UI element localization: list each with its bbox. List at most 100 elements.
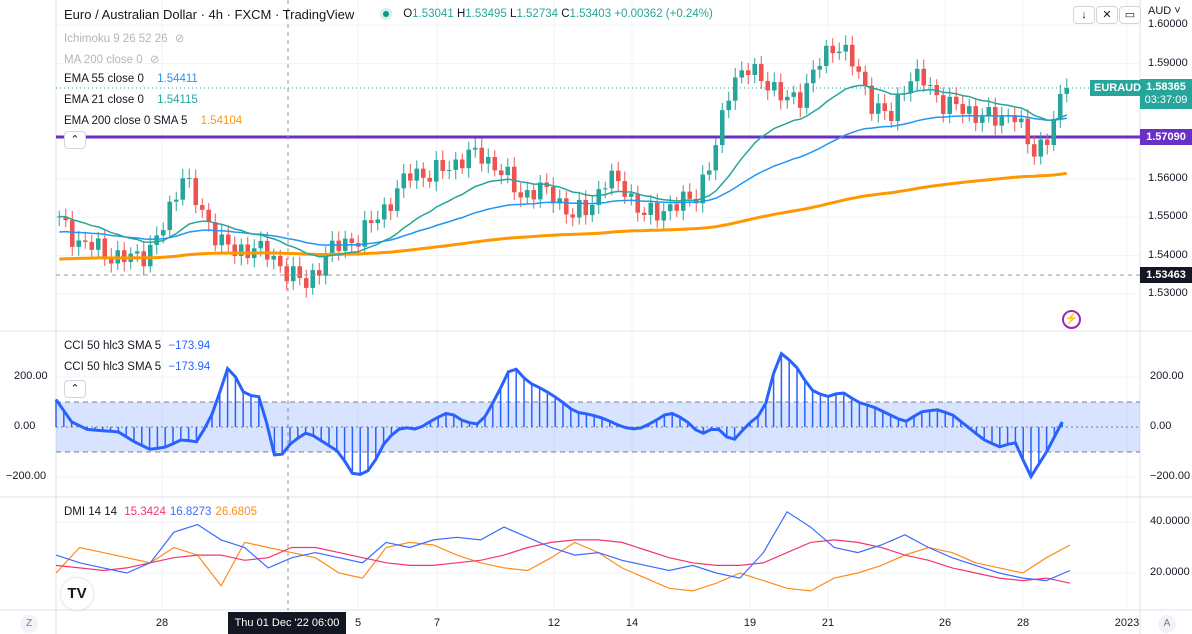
indicator-value: 1.54104 <box>200 115 243 127</box>
candle-up <box>1051 118 1057 145</box>
candle-up <box>271 255 277 260</box>
candle-up <box>414 168 420 181</box>
candle-down <box>765 81 771 91</box>
candle-up <box>804 83 810 108</box>
price-axis-label: 1.53000 <box>1148 287 1188 300</box>
candle-down <box>245 244 251 259</box>
candle-down <box>687 191 693 199</box>
time-axis-label: 12 <box>547 617 561 629</box>
candle-up <box>238 244 244 256</box>
scroll-down-button[interactable]: ↓ <box>1073 6 1095 24</box>
auto-scale-button[interactable]: A <box>1158 615 1176 633</box>
candle-down <box>303 278 309 288</box>
indicator-legend[interactable]: Ichimoku 9 26 52 26 ⊘ <box>64 31 188 45</box>
candle-up <box>375 219 381 224</box>
candle-up <box>732 77 738 101</box>
candle-up <box>823 45 829 66</box>
candle-up <box>485 157 491 164</box>
candle-down <box>531 190 537 200</box>
candle-down <box>940 95 946 114</box>
time-axis-label: 28 <box>155 617 169 629</box>
candle-down <box>316 270 322 276</box>
indicator-legend[interactable]: MA 200 close 0 ⊘ <box>64 52 163 66</box>
candle-down <box>953 96 959 105</box>
crosshair-price-tag: 1.53463 <box>1140 267 1192 283</box>
candle-down <box>518 192 524 198</box>
candle-up <box>589 204 595 216</box>
time-axis-label: 26 <box>938 617 952 629</box>
candle-down <box>440 160 446 171</box>
collapse-legend-button[interactable]: ⌃ <box>64 131 86 149</box>
candle-up <box>466 149 472 169</box>
cci-left-axis-label: 0.00 <box>14 420 36 432</box>
candle-up <box>836 51 842 54</box>
candle-up <box>154 235 160 245</box>
candle-up <box>739 70 745 78</box>
price-axis-label: 1.60000 <box>1148 18 1188 31</box>
candle-down <box>758 63 764 82</box>
candle-up <box>596 189 602 205</box>
indicator-name: EMA 200 close 0 SMA 5 <box>64 115 188 127</box>
candle-up <box>719 110 725 146</box>
candle-up <box>817 65 823 70</box>
candle-down <box>856 66 862 72</box>
cci-axis-label: −200.00 <box>1150 470 1191 482</box>
candle-down <box>849 44 855 67</box>
indicator-legend[interactable]: EMA 200 close 0 SMA 5 1.54104 <box>64 115 246 127</box>
candle-down <box>635 193 641 213</box>
cci-axis-label: 0.00 <box>1150 420 1172 432</box>
dmi-adx-line <box>55 541 1071 592</box>
candle-up <box>947 96 953 114</box>
indicator-value: 1.54411 <box>157 73 198 85</box>
candle-up <box>1038 139 1044 157</box>
candle-down <box>973 106 979 123</box>
candle-up <box>576 199 582 218</box>
candle-down <box>121 250 127 262</box>
candle-up <box>394 188 400 211</box>
candle-down <box>63 216 69 221</box>
candle-up <box>56 216 62 218</box>
candle-up <box>771 82 777 91</box>
currency-selector[interactable]: AUD ˅ <box>1148 5 1181 17</box>
candle-up <box>167 201 173 231</box>
candle-down <box>199 205 205 210</box>
dmi-legend: DMI 14 14 15.3424 16.8273 26.6805 <box>64 506 257 518</box>
dmi-plus-line <box>55 539 1071 584</box>
candle-up <box>505 166 511 176</box>
candle-down <box>830 45 836 54</box>
collapse-panes-button[interactable]: ✕ <box>1096 6 1118 24</box>
candle-down <box>550 186 556 204</box>
candle-down <box>869 85 875 114</box>
collapse-cci-legend-button[interactable]: ⌃ <box>64 380 86 398</box>
maximize-button[interactable]: ▭ <box>1119 6 1141 24</box>
candle-up <box>219 234 225 246</box>
hidden-eye-icon[interactable]: ⊘ <box>174 33 185 45</box>
candle-up <box>1064 88 1070 94</box>
candle-down <box>797 92 803 108</box>
candle-down <box>427 177 433 182</box>
timezone-button[interactable]: Z <box>20 615 38 633</box>
dmi-minus-line <box>55 510 1071 582</box>
candle-down <box>745 70 751 76</box>
indicator-name: EMA 21 close 0 <box>64 94 144 106</box>
lightning-alert-icon[interactable]: ⚡ <box>1062 310 1081 329</box>
symbol-title: Euro / Australian Dollar · 4h · FXCM · T… <box>64 7 355 22</box>
candle-down <box>1012 115 1018 123</box>
candle-up <box>173 199 179 202</box>
price-axis-label: 1.54000 <box>1148 248 1188 261</box>
candle-up <box>667 204 673 212</box>
candle-up <box>76 240 82 247</box>
tradingview-logo[interactable]: TV <box>61 578 93 610</box>
cci-left-axis-label: −200.00 <box>6 470 47 482</box>
price-axis-label: 1.59000 <box>1148 56 1188 69</box>
hidden-eye-icon[interactable]: ⊘ <box>149 54 160 66</box>
cci-left-axis-label: 200.00 <box>14 370 48 382</box>
indicator-name: EMA 55 close 0 <box>64 73 144 85</box>
indicator-legend[interactable]: EMA 21 close 0 1.54115 <box>64 94 202 106</box>
candle-up <box>1018 118 1024 123</box>
candle-up <box>329 240 335 256</box>
indicator-legend[interactable]: EMA 55 close 0 1.54411 <box>64 73 202 85</box>
candle-up <box>914 68 920 82</box>
candle-up <box>433 160 439 182</box>
